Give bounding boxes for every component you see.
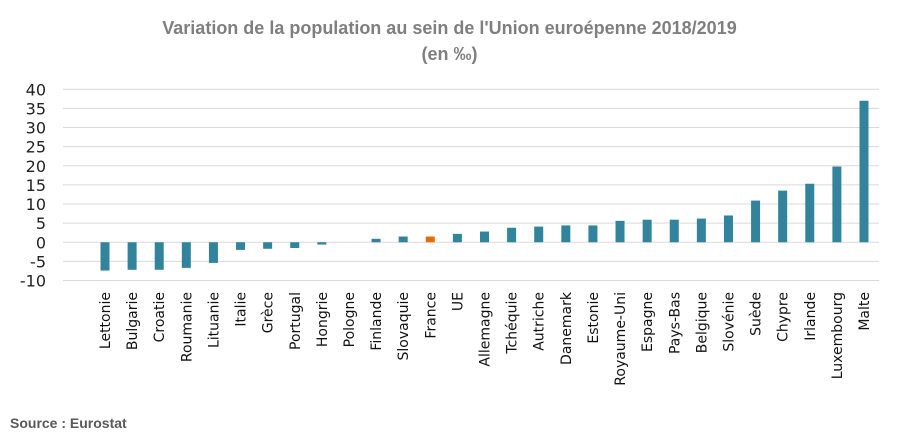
x-tick-label: UE: [450, 292, 466, 311]
x-tick-label: France: [423, 292, 439, 339]
bar-grèce: [263, 242, 273, 249]
x-tick-label: Luxembourg: [830, 292, 846, 379]
y-tick-label: 35: [26, 99, 46, 118]
x-tick-label: Slovénie: [721, 292, 737, 352]
x-tick-label: Danemark: [559, 291, 575, 365]
y-tick-label: -5: [30, 252, 46, 271]
x-tick-label: Roumanie: [179, 292, 195, 362]
x-tick-label: Belgique: [694, 292, 710, 353]
x-tick-label: Autriche: [532, 292, 548, 351]
bar-france: [425, 236, 435, 243]
x-tick-label: Pays-Bas: [667, 292, 683, 354]
bar-italie: [236, 242, 246, 250]
chart-subtitle: (en ‰): [421, 44, 478, 64]
bar-estonie: [588, 225, 598, 243]
bar-portugal: [290, 242, 300, 248]
source-note: Source : Eurostat: [10, 415, 127, 431]
x-tick-label: Irlande: [803, 292, 819, 341]
bar-tchéquie: [507, 227, 517, 243]
x-tick-label: Pologne: [342, 292, 358, 347]
y-tick-label: 25: [26, 138, 46, 157]
x-tick-label: Hongrie: [315, 292, 331, 347]
bar-danemark: [561, 225, 571, 243]
bar-slovaquie: [398, 236, 408, 243]
bar-bulgarie: [127, 242, 137, 270]
bar-slovénie: [723, 215, 733, 243]
y-tick-label: 5: [36, 214, 46, 233]
y-tick-label: 10: [26, 195, 46, 214]
bar-allemagne: [480, 231, 489, 243]
x-tick-label: Lettonie: [98, 292, 114, 349]
chart-title: Variation de la population au sein de l'…: [162, 18, 737, 38]
x-tick-label: Slovaquie: [396, 292, 412, 360]
y-tick-label: 0: [36, 233, 46, 252]
bar-royaume-uni: [615, 220, 625, 243]
x-tick-label: Royaume-Uni: [613, 292, 629, 386]
bar-croatie: [154, 242, 164, 270]
x-tick-label: Finlande: [369, 292, 385, 351]
bar-ue: [452, 233, 462, 243]
bar-espagne: [642, 219, 652, 243]
y-tick-label: 20: [26, 157, 46, 176]
y-tick-label: 15: [26, 176, 46, 195]
x-tick-label: Allemagne: [478, 292, 494, 367]
bar-luxembourg: [832, 166, 842, 243]
x-tick-label: Tchéquie: [505, 292, 521, 355]
x-tick-label: Espagne: [640, 292, 656, 352]
x-tick-label: Italie: [234, 292, 250, 327]
bar-lituanie: [208, 242, 218, 263]
x-tick-label: Chypre: [776, 292, 792, 342]
bar-lettonie: [100, 242, 110, 271]
x-tick-label: Estonie: [586, 292, 602, 344]
y-tick-label: 40: [26, 80, 46, 99]
bar-irlande: [805, 183, 815, 243]
bar-roumanie: [181, 242, 191, 268]
bar-malte: [859, 100, 869, 243]
y-tick-label: -10: [20, 272, 46, 291]
x-tick-label: Malte: [857, 292, 873, 331]
bar-finlande: [371, 238, 381, 243]
bar-hongrie: [317, 242, 327, 245]
bar-autriche: [534, 226, 544, 243]
bar-chypre: [778, 190, 788, 243]
x-tick-label: Lituanie: [206, 292, 222, 348]
x-tick-label: Grèce: [261, 292, 277, 333]
x-tick-label: Suède: [749, 292, 765, 336]
x-tick-label: Portugal: [288, 292, 304, 350]
y-tick-label: 30: [26, 119, 46, 138]
bar-suède: [751, 200, 761, 243]
bar-belgique: [696, 218, 706, 243]
x-tick-label: Croatie: [152, 292, 168, 342]
bar-pays-bas: [669, 219, 679, 243]
x-tick-label: Bulgarie: [125, 292, 141, 350]
